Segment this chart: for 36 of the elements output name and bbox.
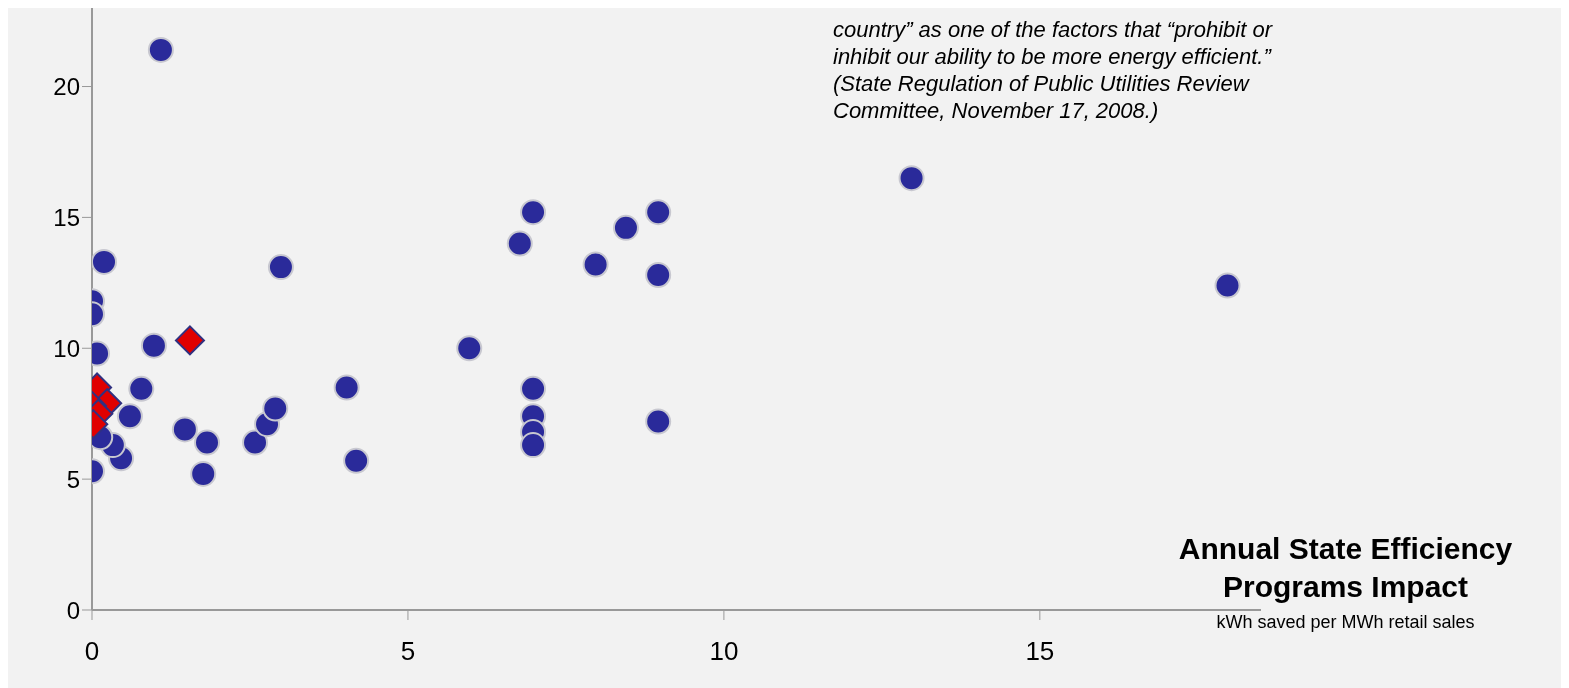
point <box>262 395 289 422</box>
point <box>116 403 143 430</box>
x-tick-label: 15 <box>1025 636 1055 667</box>
point <box>456 335 483 362</box>
point <box>645 261 672 288</box>
point <box>898 165 925 192</box>
y-tick-label: 20 <box>53 73 80 101</box>
annotation: country” as one of the factors that “prohibit or inhibit our ability to be more energy efficient.” (State Regulation of Public Utilities Review Committee, November 17, 2008.) <box>833 16 1274 124</box>
point <box>520 375 547 402</box>
x-tick-label: 10 <box>709 636 739 667</box>
y-tick-label: 5 <box>66 465 80 493</box>
point <box>171 416 198 443</box>
y-tick-label: 15 <box>53 203 80 231</box>
x-tick-label: 5 <box>400 636 416 667</box>
point <box>645 199 672 226</box>
point <box>267 254 294 281</box>
point <box>520 199 547 226</box>
point <box>140 332 167 359</box>
point <box>333 374 360 401</box>
point <box>190 460 217 487</box>
x-axis-title: Annual State Efficiency Programs Impact <box>1177 531 1514 605</box>
point <box>645 408 672 435</box>
point <box>92 248 118 275</box>
point <box>520 432 547 459</box>
point <box>128 375 155 402</box>
point <box>242 429 269 456</box>
text: kWh saved per MWh retail sales <box>1215 612 1476 633</box>
point <box>506 230 533 257</box>
y-tick-label: 0 <box>66 596 80 624</box>
point <box>194 429 220 456</box>
point <box>582 251 609 278</box>
point <box>612 214 639 241</box>
point <box>147 36 174 63</box>
point <box>343 447 370 474</box>
y-tick-label: 10 <box>53 334 80 362</box>
point <box>1214 272 1241 299</box>
